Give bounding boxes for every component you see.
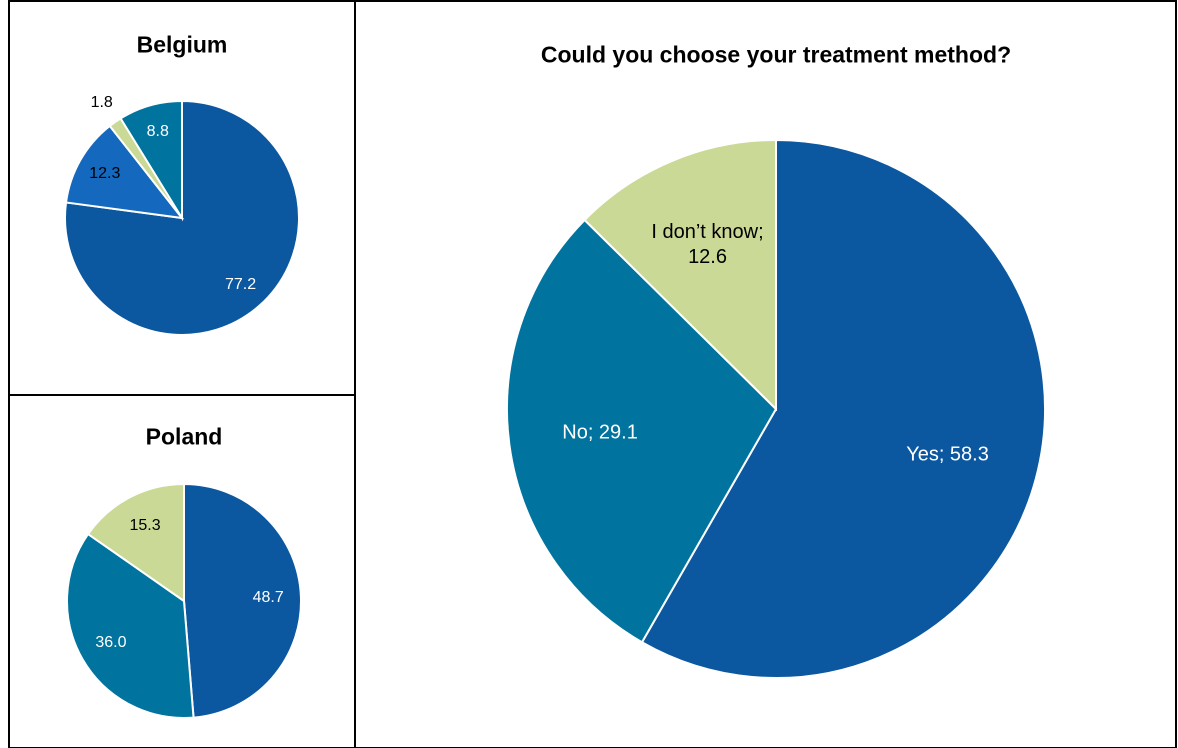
pie-slice bbox=[66, 532, 195, 719]
data-label: 48.7 bbox=[252, 588, 284, 606]
data-label: 15.3 bbox=[129, 517, 161, 535]
data-label: Yes; 58.3 bbox=[906, 443, 989, 466]
pie-slice bbox=[64, 124, 185, 220]
data-label: No; 29.1 bbox=[562, 421, 638, 444]
pie-slice bbox=[583, 138, 777, 412]
pie-slice bbox=[86, 482, 185, 603]
pie-slice bbox=[506, 218, 778, 644]
pie-slice bbox=[119, 99, 183, 222]
panel-border bbox=[354, 0, 1177, 748]
chart-title: Could you choose your treatment method? bbox=[540, 41, 1012, 68]
data-label: 8.8 bbox=[146, 123, 169, 141]
chart-title: Belgium bbox=[136, 31, 228, 58]
data-label: 36.0 bbox=[95, 633, 127, 651]
data-label: 1.8 bbox=[90, 93, 113, 111]
data-label: I don’t know; 12.6 bbox=[651, 221, 764, 269]
pie-slice bbox=[183, 482, 302, 719]
pie-slice bbox=[640, 138, 1046, 679]
pie-slice bbox=[64, 99, 300, 336]
data-label: 77.2 bbox=[224, 275, 257, 293]
chart-title: Poland bbox=[145, 423, 223, 450]
data-label: 12.3 bbox=[89, 164, 121, 182]
